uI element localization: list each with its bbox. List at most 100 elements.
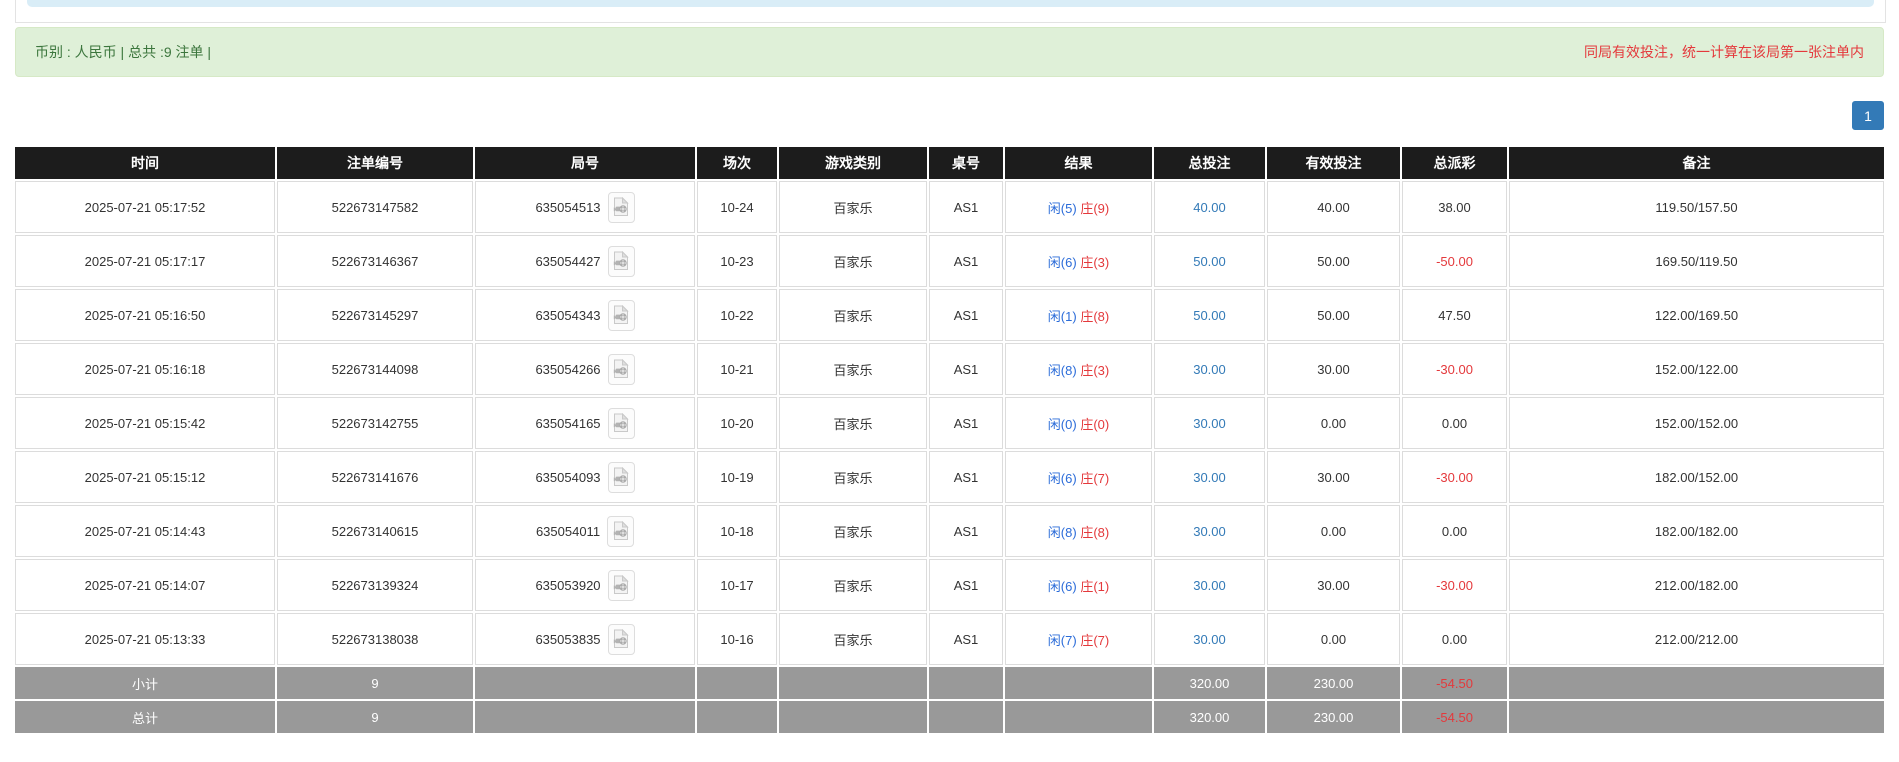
total-bet-link[interactable]: 30.00 — [1193, 415, 1226, 431]
total-bet-link[interactable]: 30.00 — [1193, 577, 1226, 593]
cell-valid-bet: 40.00 — [1267, 181, 1400, 233]
cell-session: 10-23 — [697, 235, 777, 287]
cell-result: 闲(6) 庄(3) — [1005, 235, 1152, 287]
cell-payout: -30.00 — [1402, 559, 1507, 611]
cell-total-label: 总计 — [15, 701, 275, 733]
video-replay-button[interactable] — [607, 569, 635, 601]
cell-bet-id: 522673144098 — [277, 343, 473, 395]
col-header-table_no: 桌号 — [929, 147, 1003, 179]
cell-valid-bet: 30.00 — [1267, 343, 1400, 395]
video-replay-button[interactable] — [607, 515, 635, 547]
total-bet-link[interactable]: 30.00 — [1193, 469, 1226, 485]
summary-bar: 币别 : 人民币 | 总共 :9 注单 | 同局有效投注，统一计算在该局第一张注… — [15, 27, 1884, 77]
cell-time: 2025-07-21 05:16:18 — [15, 343, 275, 395]
cell-round: 635054093 — [475, 451, 695, 503]
cell-empty — [1509, 701, 1884, 733]
cell-payout: -30.00 — [1402, 451, 1507, 503]
total-bet-link[interactable]: 50.00 — [1193, 307, 1226, 323]
video-replay-button[interactable] — [607, 461, 635, 493]
page-1-button[interactable]: 1 — [1852, 101, 1884, 130]
cell-game-type: 百家乐 — [779, 343, 927, 395]
col-header-total_bet: 总投注 — [1154, 147, 1265, 179]
col-header-bet_id: 注单编号 — [277, 147, 473, 179]
total-bet-link[interactable]: 30.00 — [1193, 523, 1226, 539]
bets-table: 时间 注单编号 局号 场次 游戏类别 桌号 结果 总投注 有效投注 总派彩 备注 2025-07-2… — [13, 145, 1886, 735]
video-replay-button[interactable] — [607, 245, 635, 277]
cell-bet-id: 522673139324 — [277, 559, 473, 611]
total-bet-link[interactable]: 50.00 — [1193, 253, 1226, 269]
cell-table-no: AS1 — [929, 559, 1003, 611]
cell-bet-id: 522673142755 — [277, 397, 473, 449]
cell-bet-id: 522673146367 — [277, 235, 473, 287]
cell-payout-sum: -54.50 — [1402, 667, 1507, 699]
cell-game-type: 百家乐 — [779, 397, 927, 449]
video-replay-button[interactable] — [607, 353, 635, 385]
cell-bet-id: 522673145297 — [277, 289, 473, 341]
cell-payout: 0.00 — [1402, 397, 1507, 449]
cell-table-no: AS1 — [929, 451, 1003, 503]
result-player: 闲(8) — [1047, 362, 1077, 378]
cell-bet-id: 522673140615 — [277, 505, 473, 557]
total-bet-link[interactable]: 30.00 — [1193, 361, 1226, 377]
cell-round: 635054343 — [475, 289, 695, 341]
result-banker: 庄(7) — [1080, 632, 1110, 648]
cell-round: 635054513 — [475, 181, 695, 233]
video-replay-button[interactable] — [607, 623, 635, 655]
video-file-icon — [613, 575, 629, 594]
cell-empty — [697, 701, 777, 733]
cell-session: 10-20 — [697, 397, 777, 449]
cell-empty — [475, 667, 695, 699]
cell-result: 闲(8) 庄(3) — [1005, 343, 1152, 395]
cell-total-label: 小计 — [15, 667, 275, 699]
cell-game-type: 百家乐 — [779, 289, 927, 341]
payout-value: -30.00 — [1436, 577, 1473, 593]
round-number: 635054011 — [535, 523, 601, 539]
cell-table-no: AS1 — [929, 181, 1003, 233]
result-player: 闲(0) — [1047, 416, 1077, 432]
result-banker: 庄(1) — [1080, 578, 1110, 594]
result-player: 闲(7) — [1047, 632, 1077, 648]
cell-total-bet: 40.00 — [1154, 181, 1265, 233]
cell-empty — [1509, 667, 1884, 699]
table-row: 2025-07-21 05:14:43 522673140615 635054011… — [15, 505, 1884, 557]
video-file-icon — [613, 521, 629, 540]
cell-table-no: AS1 — [929, 235, 1003, 287]
col-header-result: 结果 — [1005, 147, 1152, 179]
table-row: 2025-07-21 05:15:42 522673142755 635054165… — [15, 397, 1884, 449]
cell-time: 2025-07-21 05:17:52 — [15, 181, 275, 233]
cell-valid-bet: 0.00 — [1267, 505, 1400, 557]
pagination: 1 — [1852, 101, 1884, 130]
payout-value: 0.00 — [1441, 631, 1468, 647]
cell-total-bet: 30.00 — [1154, 559, 1265, 611]
cell-payout: 0.00 — [1402, 613, 1507, 665]
cell-remark: 169.50/119.50 — [1509, 235, 1884, 287]
col-header-time: 时间 — [15, 147, 275, 179]
cell-session: 10-19 — [697, 451, 777, 503]
total-bet-link[interactable]: 30.00 — [1193, 631, 1226, 647]
result-player: 闲(6) — [1047, 254, 1077, 270]
cell-result: 闲(7) 庄(7) — [1005, 613, 1152, 665]
table-row: 2025-07-21 05:13:33 522673138038 635053835… — [15, 613, 1884, 665]
video-replay-button[interactable] — [607, 299, 635, 331]
video-replay-button[interactable] — [607, 407, 635, 439]
cell-valid-bet: 50.00 — [1267, 235, 1400, 287]
total-bet-link[interactable]: 40.00 — [1193, 199, 1226, 215]
result-banker: 庄(3) — [1080, 254, 1110, 270]
cell-result: 闲(6) 庄(1) — [1005, 559, 1152, 611]
cell-game-type: 百家乐 — [779, 505, 927, 557]
video-file-icon — [613, 467, 629, 486]
col-header-round: 局号 — [475, 147, 695, 179]
cell-table-no: AS1 — [929, 289, 1003, 341]
round-number: 635054427 — [535, 253, 601, 269]
table-row: 2025-07-21 05:17:52 522673147582 635054513… — [15, 181, 1884, 233]
cell-empty — [929, 667, 1003, 699]
cell-result: 闲(8) 庄(8) — [1005, 505, 1152, 557]
cell-time: 2025-07-21 05:17:17 — [15, 235, 275, 287]
cell-payout-sum: -54.50 — [1402, 701, 1507, 733]
video-file-icon — [613, 359, 629, 378]
cell-empty — [1005, 667, 1152, 699]
col-header-game: 游戏类别 — [779, 147, 927, 179]
cell-time: 2025-07-21 05:14:43 — [15, 505, 275, 557]
video-replay-button[interactable] — [607, 191, 635, 223]
